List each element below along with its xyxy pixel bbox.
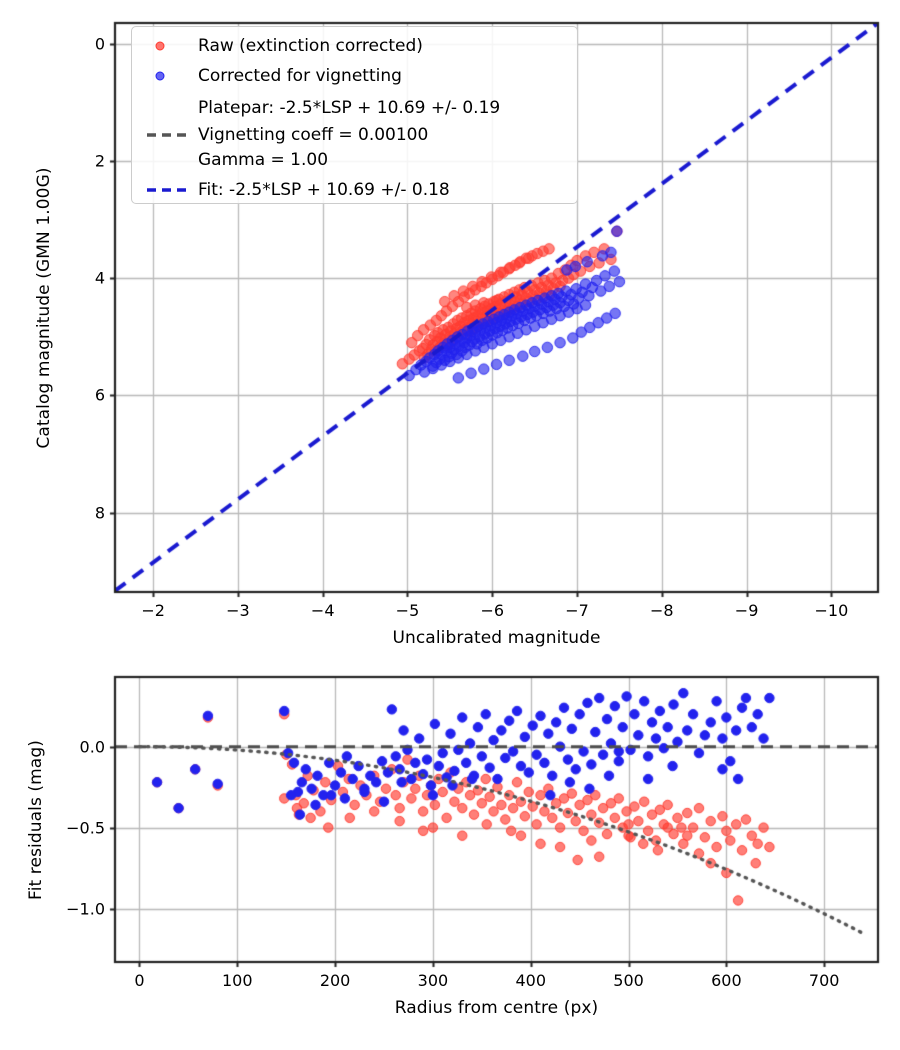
bottom-x-tick-7: 700 [808,971,840,990]
top-x-tick-5: −7 [565,601,589,620]
legend-no-marker [146,95,190,121]
top-x-tick-6: −8 [650,601,674,620]
legend-label: Corrected for vignetting [198,66,402,86]
top-y-tick-3: 6 [94,385,105,405]
bottom-x-tick-3: 300 [417,971,449,990]
legend-entry-1: Corrected for vignetting [132,63,577,89]
legend-no-marker [146,147,190,173]
bottom-x-tick-2: 200 [319,971,351,990]
bottom-x-tick-4: 400 [515,971,547,990]
legend-label: Gamma = 1.00 [198,150,329,170]
top-y-tick-2: 4 [94,268,105,288]
legend-dot-marker-icon [146,63,190,89]
legend-entry-4: Gamma = 1.00 [132,147,577,173]
legend-entry-5: Fit: -2.5*LSP + 10.69 +/- 0.18 [132,177,577,203]
bottom-plot-y-axis-label: Fit residuals (mag) [26,739,46,900]
bottom-x-tick-0: 0 [134,971,145,990]
legend: Raw (extinction corrected) Corrected for … [131,26,578,204]
top-y-tick-1: 2 [94,151,105,171]
legend-entry-3: Vignetting coeff = 0.00100 [132,122,577,148]
legend-label: Platepar: -2.5*LSP + 10.69 +/- 0.19 [198,98,501,118]
top-plot-y-axis-label: Catalog magnitude (GMN 1.00G) [34,166,54,449]
top-x-tick-0: −2 [141,601,165,620]
top-x-tick-2: −4 [310,601,335,620]
legend-dashed-line-icon [146,122,190,148]
top-x-tick-4: −6 [480,601,505,620]
bottom-x-tick-6: 600 [711,971,742,990]
bottom-y-tick-1: −0.5 [66,818,105,838]
bottom-plot-x-axis-label: Radius from centre (px) [394,998,599,1018]
legend-dot-marker-icon [146,33,190,59]
legend-entry-0: Raw (extinction corrected) [132,33,577,59]
legend-label: Raw (extinction corrected) [198,36,423,56]
legend-label: Fit: -2.5*LSP + 10.69 +/- 0.18 [198,180,450,200]
legend-dashed-line-icon [146,177,190,203]
top-x-tick-3: −5 [395,601,420,620]
bottom-x-tick-5: 500 [613,971,644,990]
top-x-tick-8: −10 [814,601,849,620]
top-x-tick-7: −9 [734,601,759,620]
top-y-tick-0: 0 [94,34,105,54]
bottom-y-tick-2: −1.0 [66,899,105,919]
top-plot-x-axis-label: Uncalibrated magnitude [392,628,601,648]
top-x-tick-1: −3 [226,601,250,620]
legend-entry-2: Platepar: -2.5*LSP + 10.69 +/- 0.19 [132,95,577,121]
bottom-y-tick-0: 0.0 [79,737,105,757]
bottom-x-tick-1: 100 [221,971,253,990]
top-y-tick-4: 8 [94,503,105,523]
legend-label: Vignetting coeff = 0.00100 [198,125,429,145]
